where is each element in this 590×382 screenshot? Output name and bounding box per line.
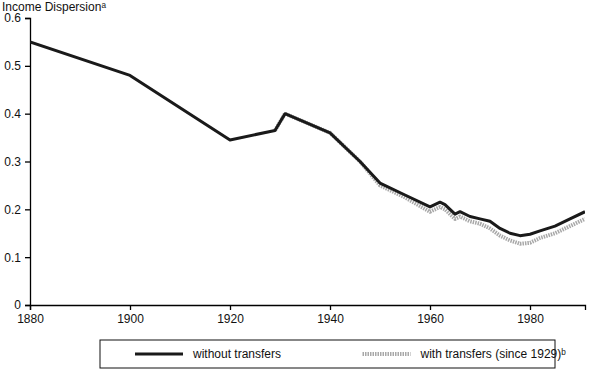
y-tick-mark (25, 305, 30, 306)
series-line (275, 114, 585, 244)
y-axis-title: Income Dispersionᵃ (2, 0, 106, 14)
x-tick-label: 1880 (17, 312, 44, 326)
x-tick: 1920 (217, 305, 244, 326)
x-tick: 1940 (317, 305, 344, 326)
x-tick-mark (30, 305, 31, 310)
y-tick-label: 0.5 (4, 59, 21, 73)
y-tick: 0.2 (4, 203, 30, 217)
x-tick: 1980 (517, 305, 544, 326)
legend-label: with transfers (since 1929)ᵇ (420, 347, 567, 361)
x-axis-line (31, 306, 586, 311)
legend-swatch (363, 352, 411, 356)
y-tick: 0.3 (4, 155, 30, 169)
y-tick-mark (25, 18, 30, 19)
y-tick-mark (25, 209, 30, 210)
x-tick: 1880 (17, 305, 44, 326)
legend-label: without transfers (192, 347, 281, 361)
y-tick-label: 0.4 (4, 107, 21, 121)
series-line (30, 42, 585, 236)
y-tick: 0.1 (4, 251, 30, 265)
x-tick: 1960 (417, 305, 444, 326)
y-tick-mark (25, 114, 30, 115)
x-tick-label: 1960 (417, 312, 444, 326)
y-tick: 0.5 (4, 59, 30, 73)
y-tick-label: 0.3 (4, 155, 21, 169)
x-tick-mark (130, 305, 131, 310)
x-tick-mark (330, 305, 331, 310)
y-tick: 0.4 (4, 107, 30, 121)
x-tick-label: 1980 (517, 312, 544, 326)
y-axis-line (25, 19, 31, 306)
x-tick-mark (430, 305, 431, 310)
x-tick-label: 1900 (117, 312, 144, 326)
x-tick-mark (530, 305, 531, 310)
x-axis: 1880 1900 1920 1940 1960 1980 (17, 305, 585, 326)
x-tick: 1900 (117, 305, 144, 326)
y-tick-label: 0.2 (4, 203, 21, 217)
x-tick-mark (230, 305, 231, 310)
plot-area (30, 42, 585, 244)
y-tick-mark (25, 161, 30, 162)
legend: without transfers with transfers (since 1… (100, 340, 566, 368)
y-tick-mark (25, 66, 30, 67)
y-tick: 0 (14, 298, 30, 312)
x-tick-label: 1940 (317, 312, 344, 326)
legend-swatch (135, 353, 183, 356)
y-tick-label: 0.1 (4, 251, 21, 265)
y-axis: 00.10.20.30.40.50.6 (4, 11, 30, 312)
x-tick-label: 1920 (217, 312, 244, 326)
y-tick-label: 0 (14, 298, 21, 312)
y-tick-mark (25, 257, 30, 258)
chart: 00.10.20.30.40.50.6188019001920194019601… (0, 0, 590, 382)
